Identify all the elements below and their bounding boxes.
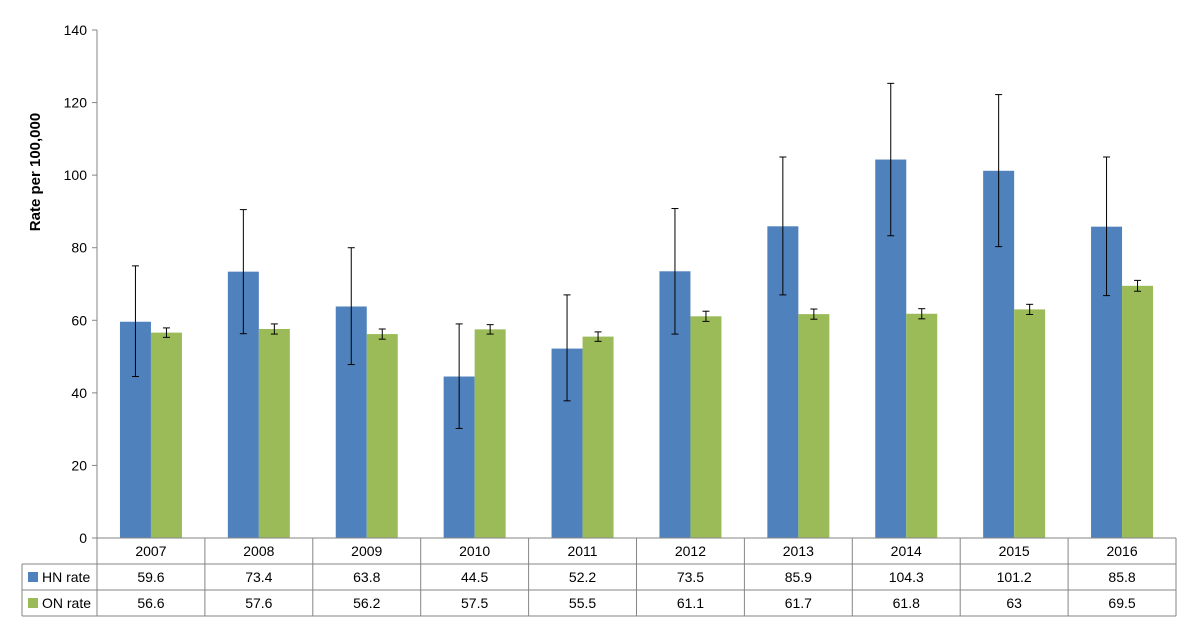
error-bar-on-rate-2008 [270, 323, 278, 335]
data-label: 44.5 [461, 569, 488, 585]
data-label: 57.6 [245, 595, 272, 611]
data-label: 104.3 [889, 569, 924, 585]
error-bar-hn-rate-2011 [563, 294, 571, 402]
bar-on-rate-2007 [150, 332, 182, 538]
x-tick-label: 2012 [675, 543, 706, 559]
y-tick-label: 0 [79, 530, 87, 546]
error-bar-hn-rate-2013 [779, 156, 787, 296]
error-bar-hn-rate-2016 [1103, 156, 1111, 297]
data-table: 2007 2008 2009 2010 2011 2012 2013 2014 2015 2016… [21, 537, 1177, 617]
y-tick-label: 40 [71, 385, 87, 401]
error-bar-on-rate-2014 [918, 308, 926, 320]
x-tick-label: 2007 [135, 543, 166, 559]
x-tick-label: 2013 [783, 543, 814, 559]
legend-swatch-on-rate [28, 598, 38, 608]
error-bar-on-rate-2011 [594, 331, 602, 342]
bar-on-rate-2010 [474, 329, 506, 538]
error-bar-hn-rate-2014 [887, 82, 895, 237]
data-label: 61.1 [677, 595, 704, 611]
bar-on-rate-2013 [798, 314, 830, 538]
x-tick-label: 2008 [243, 543, 274, 559]
y-tick-label: 60 [71, 312, 87, 328]
y-tick-label: 140 [64, 22, 88, 38]
error-bar-hn-rate-2015 [995, 94, 1003, 248]
error-bar-on-rate-2013 [810, 308, 818, 320]
data-label: 56.6 [137, 595, 164, 611]
data-label: 56.2 [353, 595, 380, 611]
error-bar-on-rate-2015 [1026, 303, 1034, 315]
legend-swatch-hn-rate [28, 572, 38, 582]
data-label: 59.6 [137, 569, 164, 585]
bar-on-rate-2012 [690, 316, 722, 538]
x-tick-label: 2009 [351, 543, 382, 559]
error-bar-hn-rate-2007 [131, 265, 139, 378]
bar-on-rate-2015 [1014, 309, 1046, 538]
data-label: 52.2 [569, 569, 596, 585]
y-axis-label: Rate per 100,000 [27, 113, 44, 231]
x-tick-label: 2010 [459, 543, 490, 559]
y-axis-ticks: 0 20 40 60 80 100 120 140 [64, 22, 97, 546]
error-bar-on-rate-2010 [486, 324, 494, 335]
legend-label: HN rate [42, 569, 90, 585]
data-label: 61.7 [785, 595, 812, 611]
data-label: 101.2 [997, 569, 1032, 585]
bar-on-rate-2011 [582, 336, 614, 538]
y-tick-label: 20 [71, 457, 87, 473]
error-bar-hn-rate-2012 [671, 208, 679, 335]
data-label: 69.5 [1108, 595, 1135, 611]
data-label: 57.5 [461, 595, 488, 611]
error-bars [131, 82, 1142, 429]
y-tick-label: 100 [64, 167, 88, 183]
data-label: 63 [1006, 595, 1022, 611]
data-label: 85.8 [1108, 569, 1135, 585]
chart-bars [119, 159, 1154, 539]
x-tick-label: 2015 [999, 543, 1030, 559]
x-tick-label: 2011 [567, 543, 597, 559]
data-label: 61.8 [893, 595, 920, 611]
x-tick-label: 2014 [891, 543, 922, 559]
error-bar-on-rate-2007 [162, 327, 170, 338]
bar-on-rate-2016 [1122, 285, 1154, 538]
bar-on-rate-2014 [906, 313, 938, 538]
bar-on-rate-2008 [258, 328, 290, 538]
error-bar-on-rate-2016 [1134, 279, 1142, 292]
error-bar-on-rate-2012 [702, 310, 710, 322]
bar-on-rate-2009 [366, 334, 398, 538]
error-bar-hn-rate-2010 [455, 323, 463, 429]
y-tick-label: 80 [71, 240, 87, 256]
data-label: 63.8 [353, 569, 380, 585]
data-label: 55.5 [569, 595, 596, 611]
error-bar-hn-rate-2008 [239, 209, 247, 335]
x-tick-label: 2016 [1106, 543, 1137, 559]
data-label: 73.4 [245, 569, 272, 585]
legend-label: ON rate [42, 595, 91, 611]
data-label: 73.5 [677, 569, 704, 585]
data-label: 85.9 [785, 569, 812, 585]
y-tick-label: 120 [64, 95, 88, 111]
error-bar-on-rate-2009 [378, 328, 386, 340]
error-bar-hn-rate-2009 [347, 247, 355, 366]
